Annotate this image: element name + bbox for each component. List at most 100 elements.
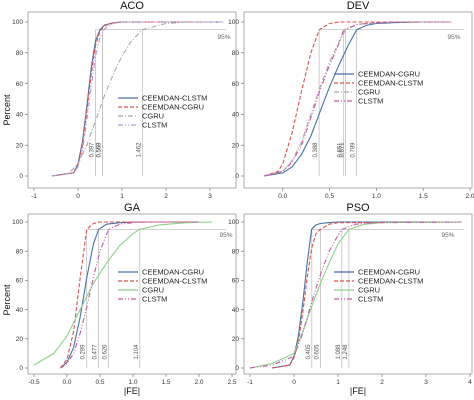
chart-panel: GA 0 20 40 60 80 100 -0.5 0.0 0.5 1.0 1.5 2.0 2.5 95% 0… (12, 202, 237, 396)
y-tick-label: 60 (232, 81, 240, 88)
plot-frame (27, 11, 237, 189)
series-line (51, 21, 224, 177)
x-tick-label: 1.0 (128, 379, 137, 386)
plot-frame (243, 213, 473, 375)
series-line (249, 221, 462, 369)
y-tick-label: 80 (16, 50, 24, 57)
legend-label: CGRU (358, 88, 380, 97)
x-tick-label: -0.5 (28, 379, 40, 386)
percentile-value-label: 1.248 (343, 344, 349, 360)
x-axis-label: |FE| (124, 386, 140, 396)
y-tick-label: 20 (232, 336, 240, 343)
legend-label: CLSTM (142, 295, 167, 304)
x-tick-label: 3 (208, 193, 212, 200)
x-tick-label: 0 (76, 193, 80, 200)
y-tick-label: 20 (16, 336, 24, 343)
chart-title: ACO (120, 0, 144, 12)
x-tick-label: 0.5 (95, 379, 104, 386)
legend-label: CGRU (142, 112, 164, 121)
plot-frame (243, 11, 473, 189)
percentile-value-label: 0.560 (97, 142, 103, 158)
y-axis-label-bottom: Percent (2, 284, 12, 316)
x-tick-label: 0.5 (325, 193, 334, 200)
legend-label: CGRU (358, 286, 380, 295)
chart-title: GA (124, 202, 141, 214)
x-tick-label: 2.0 (465, 193, 474, 200)
x-tick-label: 0 (292, 379, 296, 386)
legend-label: CEEMDAN-CLSTM (358, 79, 423, 88)
x-tick-label: 2 (164, 193, 168, 200)
legend-label: CLSTM (358, 295, 383, 304)
y-tick-label: 100 (228, 219, 239, 226)
chart-title: PSO (346, 202, 370, 214)
y-axis-label-top: Percent (2, 94, 12, 126)
series-line (59, 221, 199, 369)
x-tick-label: 2.0 (194, 379, 203, 386)
x-axis-label: |FE| (350, 386, 366, 396)
y-tick-label: 80 (232, 50, 240, 57)
percentile-value-label: 0.605 (315, 344, 321, 360)
percentile-value-label: 0.789 (351, 142, 357, 158)
percentile-label: 95% (217, 34, 230, 41)
x-tick-label: 1 (336, 379, 340, 386)
percentile-value-label: 0.405 (306, 344, 312, 360)
y-tick-label: 0 (235, 365, 239, 372)
percentile-value-label: 0.626 (102, 344, 108, 360)
percentile-label: 95% (219, 232, 232, 239)
percentile-value-label: 0.477 (92, 344, 98, 360)
series-line (271, 221, 462, 369)
y-tick-label: 60 (16, 278, 24, 285)
percentile-value-label: 1.462 (136, 142, 142, 158)
percentile-label: 95% (447, 34, 460, 41)
legend-label: CLSTM (142, 121, 167, 130)
legend-label: CEEMDAN-CLSTM (142, 94, 207, 103)
chart-title: DEV (347, 0, 370, 12)
x-tick-label: 0.0 (62, 379, 71, 386)
legend-label: CEEMDAN-CLSTM (142, 277, 207, 286)
percentile-value-label: 0.397 (89, 142, 95, 158)
x-tick-label: 3 (424, 379, 428, 386)
y-tick-label: 60 (232, 278, 240, 285)
series-line (249, 221, 462, 369)
x-tick-label: 2 (380, 379, 384, 386)
x-tick-label: 0.0 (278, 193, 287, 200)
percentile-value-label: 0.299 (81, 344, 87, 360)
legend-label: CEEMDAN-CGRU (358, 268, 420, 277)
y-tick-label: 80 (16, 248, 24, 255)
x-tick-label: 1.5 (161, 379, 170, 386)
series-line (263, 21, 452, 177)
y-tick-label: 0 (235, 173, 239, 180)
series-line (271, 221, 462, 369)
series-line (51, 21, 224, 177)
x-tick-label: -1 (247, 379, 253, 386)
series-line (263, 21, 452, 177)
percentile-value-label: 0.559 (97, 142, 103, 158)
y-tick-label: 20 (16, 142, 24, 149)
legend-label: CEEMDAN-CGRU (358, 70, 420, 79)
y-tick-label: 100 (12, 19, 23, 26)
chart-panel: DEV 0 20 40 60 80 100 0.0 0.5 1.0 1.5 2.0 95% 0.388 0.… (228, 0, 474, 200)
y-tick-label: 40 (16, 112, 24, 119)
percentile-value-label: 1.104 (134, 344, 140, 360)
percentile-value-label: 0.651 (338, 142, 344, 158)
percentile-label: 95% (441, 232, 454, 239)
y-tick-label: 0 (19, 173, 23, 180)
percentile-value-label: 0.388 (313, 142, 319, 158)
y-tick-label: 100 (228, 19, 239, 26)
y-tick-label: 60 (16, 81, 24, 88)
percentile-value-label: 1.088 (336, 344, 342, 360)
y-tick-label: 20 (232, 142, 240, 149)
y-tick-label: 0 (19, 365, 23, 372)
y-tick-label: 100 (12, 219, 23, 226)
percentile-value-label: 0.671 (340, 142, 346, 158)
legend-label: CLSTM (358, 97, 383, 106)
y-tick-label: 40 (232, 112, 240, 119)
y-tick-label: 40 (16, 307, 24, 314)
y-tick-label: 80 (232, 248, 240, 255)
x-tick-label: 1.5 (419, 193, 428, 200)
legend-label: CEEMDAN-CGRU (142, 103, 204, 112)
plot-frame (27, 213, 237, 375)
series-line (33, 221, 213, 366)
